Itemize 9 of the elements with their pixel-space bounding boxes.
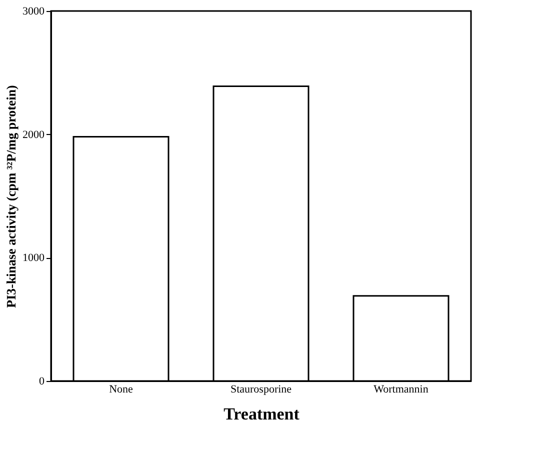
x-tick-label: Staurosporine [230,384,292,396]
x-tick-label: Wortmannin [374,384,429,396]
y-tick-label: 0 [39,376,45,388]
y-tick-label: 2000 [22,128,45,141]
y-tick-label: 3000 [22,6,45,18]
y-axis-title: PI3-kinase activity (cpm ³²P/mg protein) [4,85,18,308]
y-tick-label: 1000 [22,252,45,264]
x-axis-title: Treatment [224,404,300,424]
x-tick-label: None [109,384,134,396]
